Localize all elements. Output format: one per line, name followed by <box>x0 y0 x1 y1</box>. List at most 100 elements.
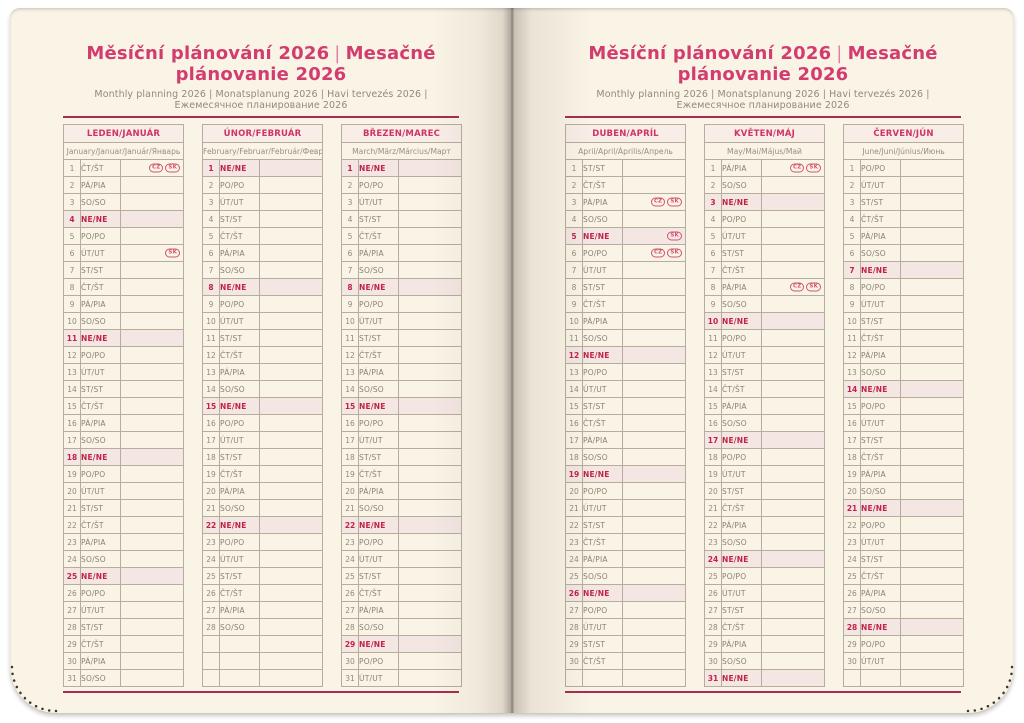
day-number-cell: 3 <box>565 193 583 212</box>
day-number-cell: 22 <box>704 516 722 535</box>
day-number-cell: 11 <box>202 329 221 348</box>
day-note-cell <box>900 601 965 620</box>
day-abbrev-cell: NE/NE <box>582 465 623 484</box>
day-abbrev-cell: PÁ/PIA <box>219 601 261 620</box>
day-row: 28 SO/SO <box>202 618 324 637</box>
day-note-cell <box>119 397 185 416</box>
day-abbrev-cell: ÚT/UT <box>860 652 902 671</box>
day-note-cell <box>622 567 686 586</box>
day-number-cell: 13 <box>63 363 81 382</box>
day-note-cell: CZ SK <box>119 159 185 178</box>
day-row: 26 NE/NE <box>565 584 686 603</box>
day-abbrev-cell: ČT/ŠT <box>582 414 623 433</box>
day-row: 17 ST/ST <box>843 431 965 450</box>
day-note-cell <box>900 499 965 518</box>
day-number-cell: 26 <box>63 584 81 603</box>
day-row: 25 ST/ST <box>341 567 463 586</box>
day-abbrev-cell: ČT/ŠT <box>860 329 902 348</box>
day-abbrev-cell: SO/SO <box>358 380 400 399</box>
day-row: 13 PÁ/PIA <box>202 363 324 382</box>
day-row: 30 PO/PO <box>341 652 463 671</box>
day-note-cell <box>398 244 463 263</box>
day-row: 8 NE/NE <box>202 278 324 297</box>
day-note-cell <box>259 210 324 229</box>
day-note-cell <box>398 227 463 246</box>
day-note-cell <box>398 652 463 671</box>
month-subtitle: June/Juni/Június/Июнь <box>843 142 965 161</box>
cz-holiday-badge: CZ <box>148 163 164 173</box>
day-note-cell <box>398 550 463 569</box>
day-number-cell: 17 <box>63 431 81 450</box>
day-abbrev-cell: PO/PO <box>721 567 762 586</box>
day-abbrev-cell: ČT/ŠT <box>582 295 623 314</box>
day-row: 24 NE/NE <box>704 550 826 569</box>
day-note-cell <box>900 533 965 552</box>
month-title: BŘEZEN/MAREC <box>341 124 463 144</box>
day-note-cell <box>259 482 324 501</box>
day-abbrev-cell: SO/SO <box>358 618 400 637</box>
day-row: 26 ČT/ŠT <box>341 584 463 603</box>
day-abbrev-cell <box>582 669 623 688</box>
day-note-cell <box>900 550 965 569</box>
day-abbrev-cell: PÁ/PIA <box>582 193 623 212</box>
day-row: 17 SO/SO <box>63 431 185 450</box>
day-abbrev-cell: NE/NE <box>860 618 902 637</box>
day-row: 18 SO/SO <box>565 448 686 467</box>
day-row: 14 SO/SO <box>341 380 463 399</box>
day-abbrev-cell: NE/NE <box>80 210 121 229</box>
page-title-sk: Mesačné plánovanie 2026 <box>677 43 938 85</box>
day-abbrev-cell: NE/NE <box>219 516 261 535</box>
day-number-cell: 1 <box>63 159 81 178</box>
day-note-cell <box>900 431 965 450</box>
day-row: 14 NE/NE <box>843 380 965 399</box>
day-note-cell <box>760 465 826 484</box>
day-row: 10 SO/SO <box>63 312 185 331</box>
day-note-cell <box>259 516 324 535</box>
blank-row <box>202 635 324 654</box>
day-abbrev-cell: ÚT/UT <box>80 601 121 620</box>
day-row: 13 ST/ST <box>704 363 826 382</box>
day-row: 5 PO/PO <box>63 227 185 246</box>
day-abbrev-cell: ST/ST <box>80 261 121 280</box>
day-number-cell: 20 <box>341 482 360 501</box>
day-note-cell <box>760 380 826 399</box>
day-number-cell: 9 <box>202 295 221 314</box>
day-number-cell: 18 <box>341 448 360 467</box>
day-abbrev-cell: ST/ST <box>582 159 623 178</box>
day-abbrev-cell: ST/ST <box>721 363 762 382</box>
page-title-cz: Měsíční plánování 2026 <box>588 43 832 64</box>
month-table-june: ČERVEN/JÚN June/Juni/Június/Июнь 1 PO/PO 2 ÚT… <box>843 124 965 688</box>
day-note-cell <box>900 227 965 246</box>
day-number-cell: 19 <box>704 465 722 484</box>
day-note-cell <box>398 499 463 518</box>
day-note-cell <box>259 635 324 654</box>
day-abbrev-cell: ČT/ŠT <box>80 159 121 178</box>
day-abbrev-cell: ČT/ŠT <box>582 652 623 671</box>
day-row: 10 PÁ/PIA <box>565 312 686 331</box>
day-number-cell: 22 <box>565 516 583 535</box>
day-row: 30 ČT/ŠT <box>565 652 686 671</box>
day-abbrev-cell: PÁ/PIA <box>582 312 623 331</box>
day-number-cell: 26 <box>341 584 360 603</box>
day-note-cell <box>259 414 324 433</box>
day-row: 6 ÚT/UT SK <box>63 244 185 263</box>
day-number-cell: 22 <box>202 516 221 535</box>
day-number-cell: 15 <box>704 397 722 416</box>
page-title: Měsíční plánování 2026 | Mesačné plánovani… <box>63 43 459 85</box>
day-number-cell: 16 <box>704 414 722 433</box>
day-abbrev-cell: SO/SO <box>80 550 121 569</box>
day-row: 19 PO/PO <box>63 465 185 484</box>
day-abbrev-cell: ST/ST <box>219 567 261 586</box>
day-number-cell: 6 <box>63 244 81 263</box>
cz-holiday-badge: CZ <box>650 248 666 258</box>
day-row: 5 ČT/ŠT <box>202 227 324 246</box>
day-row: 19 ČT/ŠT <box>341 465 463 484</box>
day-note-cell <box>398 516 463 535</box>
day-row: 4 ST/ST <box>202 210 324 229</box>
day-row: 6 PÁ/PIA <box>202 244 324 263</box>
day-note-cell <box>622 397 686 416</box>
day-row: 23 PO/PO <box>202 533 324 552</box>
day-note-cell <box>760 669 826 688</box>
day-note-cell <box>259 601 324 620</box>
day-abbrev-cell: PÁ/PIA <box>860 584 902 603</box>
